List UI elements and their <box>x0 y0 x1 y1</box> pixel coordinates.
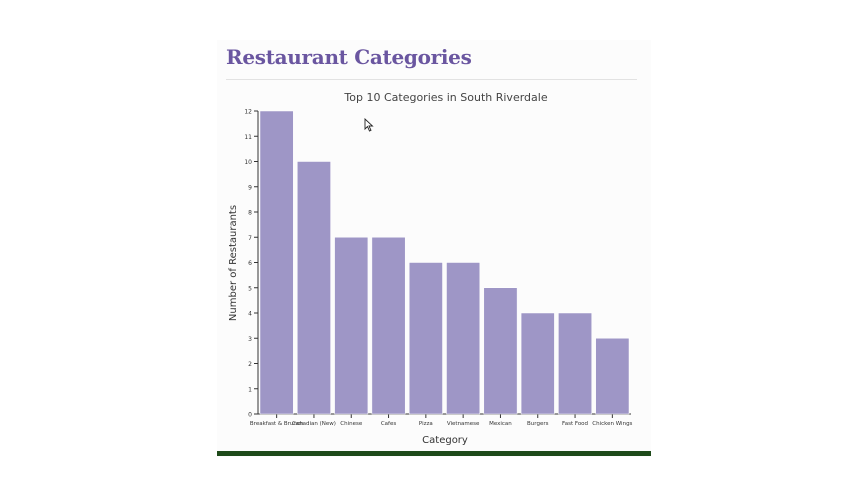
y-tick-label: 5 <box>248 285 252 292</box>
y-tick-label: 6 <box>248 260 252 267</box>
footer-bar <box>217 451 651 456</box>
x-tick-label: Vietnamese <box>447 421 480 427</box>
x-tick-label: Cafes <box>381 421 397 427</box>
y-tick-label: 11 <box>244 134 252 141</box>
bar <box>483 287 518 415</box>
chart-title: Top 10 Categories in South Riverdale <box>343 91 547 104</box>
bar <box>371 237 406 415</box>
y-tick-label: 7 <box>248 235 252 242</box>
bar <box>595 338 630 415</box>
y-tick-label: 3 <box>248 336 252 343</box>
bar <box>446 262 481 415</box>
y-tick-label: 9 <box>248 184 252 191</box>
bar <box>334 237 369 415</box>
y-tick-label: 0 <box>248 412 252 419</box>
x-tick-label: Burgers <box>527 421 549 427</box>
y-tick-label: 4 <box>248 311 252 318</box>
y-tick-label: 2 <box>248 361 252 368</box>
bar <box>558 312 592 415</box>
bar <box>297 161 331 415</box>
x-tick-label: Mexican <box>489 421 512 427</box>
y-tick-label: 12 <box>244 109 252 116</box>
title-divider <box>226 79 637 80</box>
bar <box>520 312 555 415</box>
section-title: Restaurant Categories <box>226 45 472 69</box>
bar <box>408 262 443 415</box>
y-tick-label: 1 <box>248 386 252 393</box>
x-tick-label: Fast Food <box>562 421 588 427</box>
x-tick-label: Breakfast & Brunch <box>250 421 304 427</box>
x-tick-label: Pizza <box>419 421 433 427</box>
bar <box>259 110 294 415</box>
chart-panel: Restaurant Categories Top 10 Categories … <box>217 40 651 457</box>
y-tick-label: 8 <box>248 210 252 217</box>
y-tick-label: 10 <box>244 159 252 166</box>
bars <box>259 110 630 415</box>
x-tick-label: Chinese <box>340 421 363 427</box>
x-axis-label: Category <box>422 435 468 446</box>
x-tick-label: Canadian (New) <box>292 421 336 427</box>
y-axis-label: Number of Restaurants <box>228 205 239 321</box>
mouse-pointer-icon <box>364 118 374 132</box>
x-tick-label: Chicken Wings <box>592 421 632 427</box>
bar-chart: Top 10 Categories in South Riverdale 012… <box>228 91 633 446</box>
